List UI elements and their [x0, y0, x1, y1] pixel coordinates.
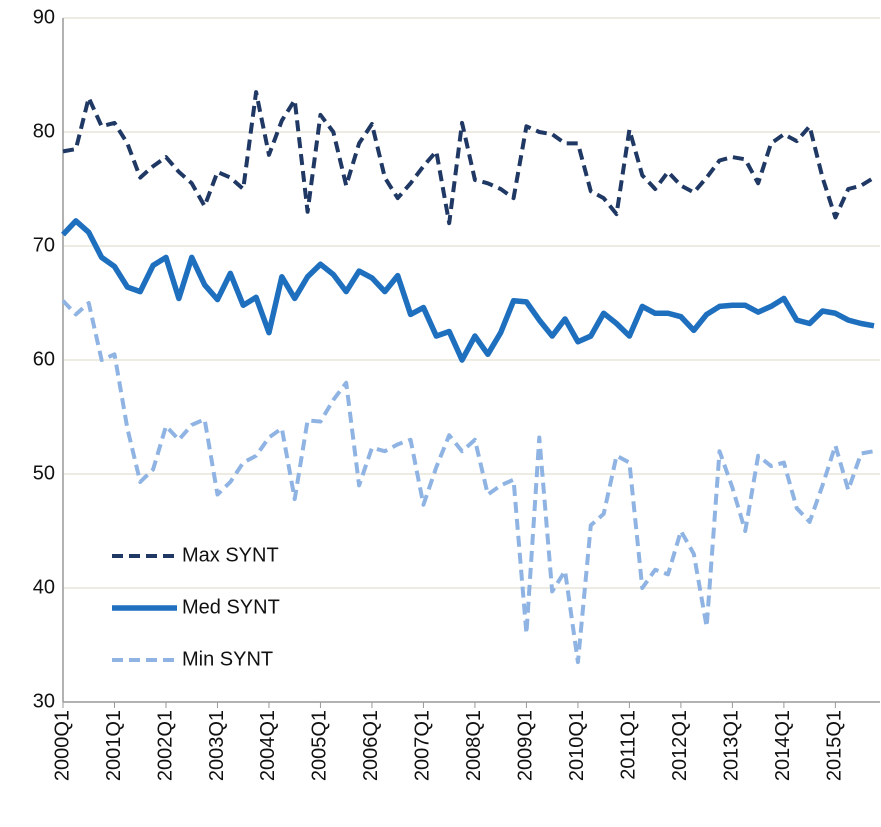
legend-label: Med SYNT	[182, 596, 280, 618]
x-tick-label: 2006Q1	[360, 710, 382, 781]
legend-label: Min SYNT	[182, 648, 273, 670]
x-tick-label: 2009Q1	[515, 710, 537, 781]
y-tick-label: 90	[33, 6, 55, 28]
x-tick-label: 2003Q1	[206, 710, 228, 781]
x-tick-label: 2014Q1	[772, 710, 794, 781]
x-tick-label: 2010Q1	[566, 710, 588, 781]
y-tick-label: 50	[33, 462, 55, 484]
series-line	[60, 218, 875, 363]
legend-label: Max SYNT	[182, 544, 279, 566]
series-line	[62, 90, 876, 226]
x-tick-label: 2011Q1	[618, 710, 640, 780]
y-tick-label: 70	[33, 234, 55, 256]
y-tick-label: 40	[33, 576, 55, 598]
x-tick-label: 2007Q1	[412, 710, 434, 781]
x-tick-label: 2008Q1	[463, 710, 485, 781]
x-tick-label: 2012Q1	[669, 710, 691, 781]
x-tick-label: 2001Q1	[103, 710, 125, 781]
x-tick-label: 2013Q1	[721, 710, 743, 781]
x-tick-label: 2015Q1	[824, 710, 846, 781]
y-tick-label: 60	[33, 348, 55, 370]
x-tick-label: 2000Q1	[51, 710, 73, 781]
y-tick-label: 30	[33, 690, 55, 712]
series-line	[61, 299, 875, 665]
x-tick-label: 2005Q1	[309, 710, 331, 781]
x-tick-label: 2002Q1	[154, 710, 176, 781]
x-tick-label: 2004Q1	[257, 710, 279, 781]
y-tick-label: 80	[33, 120, 55, 142]
